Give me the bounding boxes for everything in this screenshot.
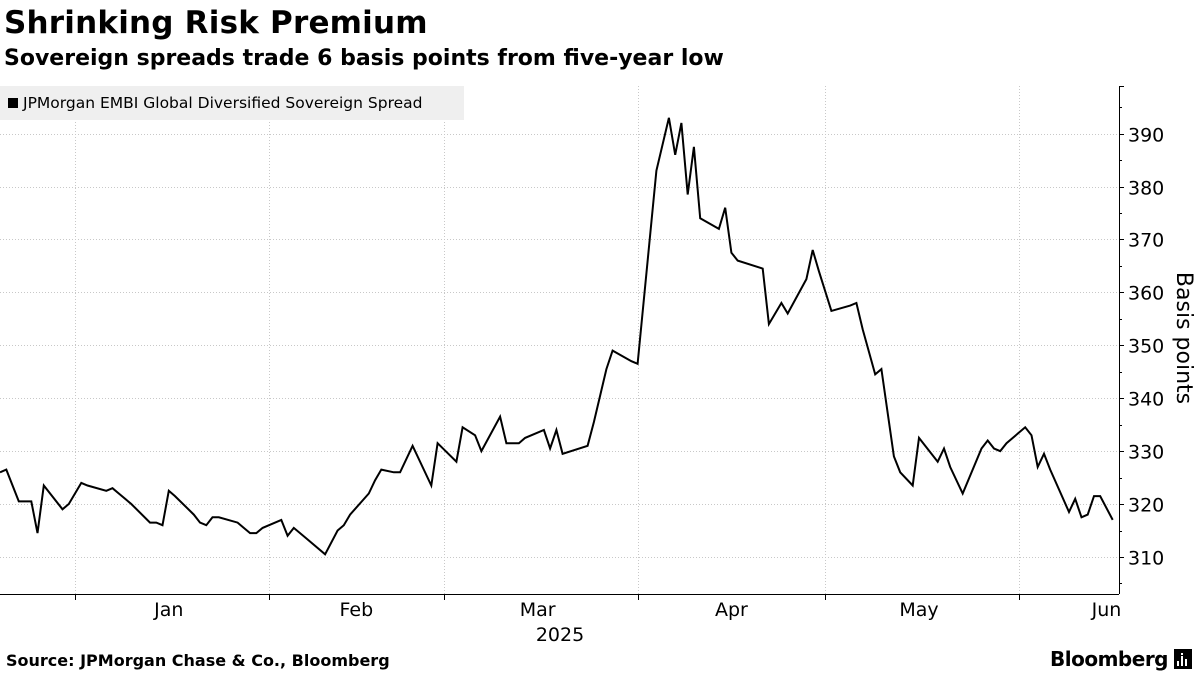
brand-logo: Bloomberg (1050, 647, 1168, 671)
source-note: Source: JPMorgan Chase & Co., Bloomberg (6, 651, 390, 670)
y-tick-label: 310 (1128, 548, 1164, 570)
series-line (0, 117, 1114, 556)
legend-label: JPMorgan EMBI Global Diversified Soverei… (23, 94, 423, 112)
y-tick-label: 390 (1128, 125, 1164, 147)
y-tick-label: 350 (1128, 336, 1164, 358)
bloomberg-terminal-icon (1174, 649, 1192, 669)
x-tick-label: Mar (520, 599, 556, 621)
x-axis-label: 2025 (536, 624, 584, 646)
x-tick-label: Apr (715, 599, 748, 621)
y-tick-label: 340 (1128, 389, 1164, 411)
y-tick-label: 330 (1128, 442, 1164, 464)
tick-labels: 310 320 330 340 350 360 370 380 390 Jan Feb Mar Apr M… (153, 125, 1196, 647)
y-tick-label: 320 (1128, 495, 1164, 517)
legend-swatch (8, 98, 18, 108)
x-tick-label: Jan (153, 599, 183, 621)
axes (0, 86, 1124, 600)
gridlines (0, 86, 1119, 594)
y-tick-label: 370 (1128, 230, 1164, 252)
y-tick-label: 360 (1128, 283, 1164, 305)
y-axis-label: Basis points (1171, 272, 1196, 404)
y-tick-label: 380 (1128, 178, 1164, 200)
x-tick-label: May (899, 599, 938, 621)
chart-title: Shrinking Risk Premium (4, 5, 428, 41)
x-tick-label: Feb (340, 599, 374, 621)
series-layer (0, 117, 1114, 556)
x-tick-label: Jun (1091, 599, 1122, 621)
legend: JPMorgan EMBI Global Diversified Soverei… (0, 86, 464, 120)
chart-subtitle: Sovereign spreads trade 6 basis points f… (4, 46, 724, 71)
